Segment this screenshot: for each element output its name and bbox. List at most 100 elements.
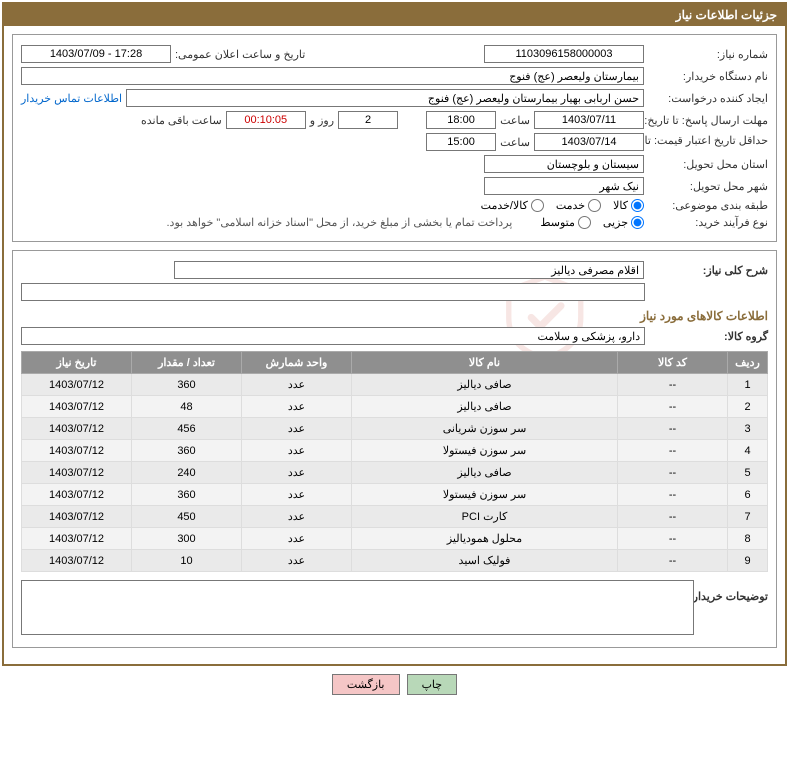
goods-table: ردیفکد کالانام کالاواحد شمارشتعداد / مقد…: [21, 351, 768, 572]
table-cell: 1403/07/12: [22, 506, 132, 528]
table-header: ردیف: [728, 352, 768, 374]
table-cell: کارت PCI: [352, 506, 618, 528]
table-cell: --: [618, 418, 728, 440]
table-cell: محلول همودیالیز: [352, 528, 618, 550]
price-valid-date-input[interactable]: [534, 133, 644, 151]
desc-extra-input[interactable]: [21, 283, 645, 301]
table-cell: صافی دیالیز: [352, 374, 618, 396]
table-cell: 1403/07/12: [22, 462, 132, 484]
radio-goods[interactable]: کالا: [613, 199, 644, 212]
buyer-notes-textarea[interactable]: [21, 580, 694, 635]
table-row: 4--سر سوزن فیستولاعدد3601403/07/12: [22, 440, 768, 462]
table-cell: 1403/07/12: [22, 440, 132, 462]
price-valid-time-input[interactable]: [426, 133, 496, 151]
table-cell: 1: [728, 374, 768, 396]
back-button[interactable]: بازگشت: [332, 674, 400, 695]
table-cell: عدد: [242, 374, 352, 396]
table-cell: 240: [132, 462, 242, 484]
countdown-input[interactable]: [226, 111, 306, 129]
table-cell: --: [618, 440, 728, 462]
buyer-org-input[interactable]: [21, 67, 644, 85]
countdown-suffix: ساعت باقی مانده: [141, 114, 222, 127]
radio-goods-service[interactable]: کالا/خدمت: [481, 199, 544, 212]
radio-service[interactable]: خدمت: [556, 199, 601, 212]
city-label: شهر محل تحویل:: [648, 180, 768, 193]
days-remaining-input[interactable]: [338, 111, 398, 129]
table-cell: --: [618, 550, 728, 572]
table-cell: --: [618, 506, 728, 528]
requester-label: ایجاد کننده درخواست:: [648, 92, 768, 105]
table-cell: عدد: [242, 418, 352, 440]
table-cell: عدد: [242, 396, 352, 418]
table-cell: عدد: [242, 462, 352, 484]
info-panel: شماره نیاز: تاریخ و ساعت اعلان عمومی: نا…: [12, 34, 777, 242]
need-no-label: شماره نیاز:: [648, 48, 768, 61]
table-cell: --: [618, 374, 728, 396]
table-cell: 4: [728, 440, 768, 462]
table-cell: 7: [728, 506, 768, 528]
table-cell: سر سوزن فیستولا: [352, 440, 618, 462]
radio-small[interactable]: جزیی: [603, 216, 644, 229]
price-valid-label: حداقل تاریخ اعتبار قیمت: تا تاریخ:: [648, 135, 768, 148]
table-row: 2--صافی دیالیزعدد481403/07/12: [22, 396, 768, 418]
radio-medium[interactable]: متوسط: [540, 216, 591, 229]
deadline-time-input[interactable]: [426, 111, 496, 129]
table-cell: 1403/07/12: [22, 484, 132, 506]
details-panel: شرح کلی نیاز: اطلاعات کالاهای مورد نیاز …: [12, 250, 777, 648]
province-label: استان محل تحویل:: [648, 158, 768, 171]
table-row: 5--صافی دیالیزعدد2401403/07/12: [22, 462, 768, 484]
table-cell: 9: [728, 550, 768, 572]
group-label: گروه کالا:: [649, 330, 768, 343]
table-row: 3--سر سوزن شریانیعدد4561403/07/12: [22, 418, 768, 440]
deadline-label: مهلت ارسال پاسخ: تا تاریخ:: [648, 114, 768, 127]
table-cell: 300: [132, 528, 242, 550]
table-cell: عدد: [242, 528, 352, 550]
announce-input[interactable]: [21, 45, 171, 63]
table-cell: 2: [728, 396, 768, 418]
footer-buttons: چاپ بازگشت: [0, 668, 789, 697]
table-row: 6--سر سوزن فیستولاعدد3601403/07/12: [22, 484, 768, 506]
table-cell: صافی دیالیز: [352, 396, 618, 418]
table-cell: 1403/07/12: [22, 550, 132, 572]
table-cell: 1403/07/12: [22, 396, 132, 418]
category-label: طبقه بندی موضوعی:: [648, 199, 768, 212]
table-cell: فولیک اسید: [352, 550, 618, 572]
desc-title-input[interactable]: [174, 261, 644, 279]
table-cell: سر سوزن شریانی: [352, 418, 618, 440]
deadline-time-label: ساعت: [500, 114, 530, 127]
table-row: 7--کارت PCIعدد4501403/07/12: [22, 506, 768, 528]
table-cell: صافی دیالیز: [352, 462, 618, 484]
table-cell: 360: [132, 440, 242, 462]
buyer-contact-link[interactable]: اطلاعات تماس خریدار: [21, 92, 122, 105]
deadline-date-input[interactable]: [534, 111, 644, 129]
table-cell: 5: [728, 462, 768, 484]
table-cell: عدد: [242, 506, 352, 528]
table-cell: --: [618, 528, 728, 550]
table-cell: 450: [132, 506, 242, 528]
buyer-org-label: نام دستگاه خریدار:: [648, 70, 768, 83]
buyer-notes-label: توضیحات خریدار:: [698, 580, 768, 603]
table-row: 9--فولیک اسیدعدد101403/07/12: [22, 550, 768, 572]
table-header: تاریخ نیاز: [22, 352, 132, 374]
announce-label: تاریخ و ساعت اعلان عمومی:: [175, 48, 305, 61]
table-header: واحد شمارش: [242, 352, 352, 374]
table-cell: --: [618, 462, 728, 484]
requester-input[interactable]: [126, 89, 644, 107]
table-cell: 8: [728, 528, 768, 550]
table-row: 1--صافی دیالیزعدد3601403/07/12: [22, 374, 768, 396]
table-cell: 1403/07/12: [22, 528, 132, 550]
table-cell: 360: [132, 484, 242, 506]
category-radio-group: کالا خدمت کالا/خدمت: [481, 199, 644, 212]
table-cell: 48: [132, 396, 242, 418]
table-cell: عدد: [242, 484, 352, 506]
desc-title-label: شرح کلی نیاز:: [648, 264, 768, 277]
table-cell: 456: [132, 418, 242, 440]
city-input[interactable]: [484, 177, 644, 195]
print-button[interactable]: چاپ: [407, 674, 458, 695]
province-input[interactable]: [484, 155, 644, 173]
need-no-input[interactable]: [484, 45, 644, 63]
group-input[interactable]: [21, 327, 645, 345]
price-valid-time-label: ساعت: [500, 136, 530, 149]
treasury-note: پرداخت تمام یا بخشی از مبلغ خرید، از محل…: [167, 216, 513, 229]
purchase-type-label: نوع فرآیند خرید:: [648, 216, 768, 229]
